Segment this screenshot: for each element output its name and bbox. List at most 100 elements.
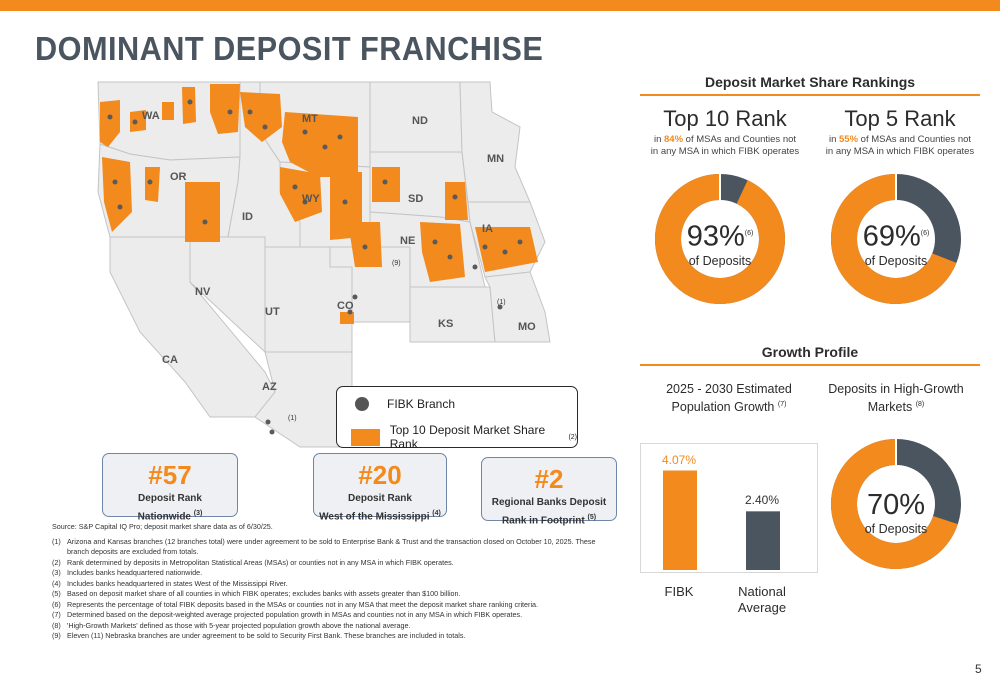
- stat-box-west: #20 Deposit Rank West of the Mississippi…: [313, 453, 447, 522]
- legend-rank-label: Top 10 Deposit Market Share Rank: [389, 423, 546, 451]
- state-label-mn: MN: [487, 153, 504, 165]
- high-growth-center-label: of Deposits: [864, 522, 928, 536]
- map-footnote-ne: (9): [392, 260, 401, 267]
- top10-donut: [655, 174, 785, 304]
- map-svg: WA MT ND MN OR WY SD ID NE IA NV UT CO K…: [97, 81, 551, 448]
- top5-donut-center: 69%(6) of Deposits: [829, 218, 963, 269]
- bar-category-label: National Average: [737, 584, 787, 615]
- region-wa-north: [182, 87, 196, 124]
- map-footnote-az: (1): [288, 415, 297, 422]
- bar-value-label: 4.07%: [661, 452, 697, 467]
- top5-pct-value: 69%: [862, 220, 921, 253]
- slide-title: DOMINANT DEPOSIT FRANCHISE: [35, 30, 544, 67]
- footnote-text: Includes banks headquartered nationwide.: [67, 568, 203, 577]
- high-growth-title: Deposits in High-Growth Markets (8): [815, 381, 977, 415]
- branch-dots: [107, 99, 523, 435]
- top10-sub-pct: 84%: [664, 134, 684, 145]
- state-label-ks: KS: [438, 318, 453, 330]
- state-label-mt: MT: [302, 113, 318, 125]
- stat-desc-line2: Nationwide (3): [103, 507, 237, 523]
- state-label-az: AZ: [262, 381, 277, 393]
- footnote-row: (7) Determined based on the deposit-weigh…: [52, 610, 612, 621]
- source-line: Source: S&P Capital IQ Pro; deposit mark…: [52, 522, 273, 531]
- stat-desc-line2-text: Nationwide: [137, 511, 191, 523]
- state-label-ca: CA: [162, 354, 178, 366]
- state-az: [254, 351, 353, 448]
- state-mo: [484, 271, 551, 343]
- footnote-row: (2) Rank determined by deposits in Metrop…: [52, 558, 612, 569]
- bar-0: [663, 470, 697, 570]
- bar-value-label: 2.40%: [744, 493, 780, 508]
- region-mt-central: [282, 112, 358, 177]
- top5-sub-post: of MSAs and Counties not: [858, 134, 972, 145]
- stat-box-regional: #2 Regional Banks Deposit Rank in Footpr…: [481, 457, 617, 526]
- stat-desc-line1: Regional Banks Deposit: [491, 497, 607, 508]
- stat-desc-line2-text: West of the Mississippi: [319, 511, 430, 523]
- stat-value: #2: [534, 464, 564, 494]
- top10-sub-pre: in: [653, 134, 664, 145]
- growth-section-rule: [640, 364, 980, 366]
- top10-note: (6): [744, 230, 754, 237]
- footnotes: Source: S&P Capital IQ Pro; deposit mark…: [52, 522, 612, 642]
- top5-note: (6): [920, 230, 930, 237]
- rankings-section-rule: [640, 94, 980, 96]
- region-ia-west: [475, 227, 538, 272]
- footnote-num: (5): [52, 589, 61, 598]
- legend-branch-label: FIBK Branch: [387, 397, 456, 411]
- top-accent-bar: [0, 0, 1000, 11]
- top10-market-regions: [100, 84, 538, 324]
- state-label-ne: NE: [400, 235, 415, 247]
- footnote-num: (6): [52, 599, 61, 609]
- high-growth-line1: Deposits in High-Growth: [828, 382, 964, 396]
- state-label-ia: IA: [482, 223, 493, 235]
- region-mt-west: [240, 92, 282, 142]
- high-growth-line2: Markets: [867, 400, 913, 415]
- footnote-text: Represents the percentage of total FIBK …: [67, 599, 539, 609]
- high-growth-donut: [831, 439, 961, 569]
- state-label-co: CO: [337, 300, 354, 312]
- region-ne-east: [420, 222, 465, 282]
- bar-1: [746, 511, 780, 570]
- bar-chart-svg: [663, 470, 780, 570]
- top10-donut-center: 93%(6) of Deposits: [653, 218, 787, 269]
- region-wa-east: [162, 102, 174, 120]
- orange-square-icon: [351, 428, 380, 446]
- region-sd-east: [445, 182, 468, 220]
- footnote-row: (3) Includes banks headquartered nationwi…: [52, 568, 612, 579]
- state-label-wy: WY: [302, 193, 320, 205]
- map-footnote-ks: (1): [497, 299, 506, 306]
- top10-pct-value: 93%: [686, 220, 745, 253]
- bar-category-label: FIBK: [664, 584, 694, 599]
- state-label-ut: UT: [265, 306, 280, 318]
- footnote-row: (1) Arizona and Kansas branches (12 branc…: [52, 537, 612, 558]
- footnote-row: (5) Based on deposit market share of all …: [52, 589, 612, 600]
- top10-center-label: of Deposits: [688, 253, 752, 268]
- top5-subtitle: in 55% of MSAs and Counties not in any M…: [805, 134, 995, 158]
- region-or-east: [145, 167, 160, 202]
- footnote-row: (8) 'High-Growth Markets' defined as thos…: [52, 621, 612, 632]
- footnote-num: (8): [52, 620, 61, 630]
- population-growth-chart: [640, 443, 818, 573]
- state-label-sd: SD: [408, 193, 423, 205]
- state-ks: [409, 286, 496, 343]
- top5-value-arc: [831, 174, 961, 304]
- footnote-num: (9): [52, 631, 61, 640]
- footnote-num: (4): [52, 578, 61, 588]
- footnote-text: Rank determined by deposits in Metropoli…: [67, 557, 454, 567]
- top5-sub-pre: in: [828, 134, 839, 145]
- region-id-north: [210, 84, 240, 134]
- footnote-text: Includes banks headquartered in states W…: [67, 578, 288, 588]
- branch-dot-icon: [355, 397, 369, 411]
- state-label-nv: NV: [195, 286, 211, 298]
- region-sd-west: [372, 167, 400, 202]
- top5-title: Top 5 Rank: [844, 106, 956, 131]
- state-mn: [459, 81, 531, 203]
- region-wa-central: [130, 110, 146, 132]
- stat-desc-line2: West of the Mississippi (4): [314, 507, 446, 523]
- top10-title: Top 10 Rank: [663, 106, 787, 131]
- region-wa-west: [100, 100, 120, 147]
- state-label-id: ID: [242, 211, 253, 223]
- state-label-nd: ND: [412, 115, 428, 127]
- top10-pct: 93%(6): [653, 218, 787, 253]
- population-growth-note: (7): [777, 401, 787, 408]
